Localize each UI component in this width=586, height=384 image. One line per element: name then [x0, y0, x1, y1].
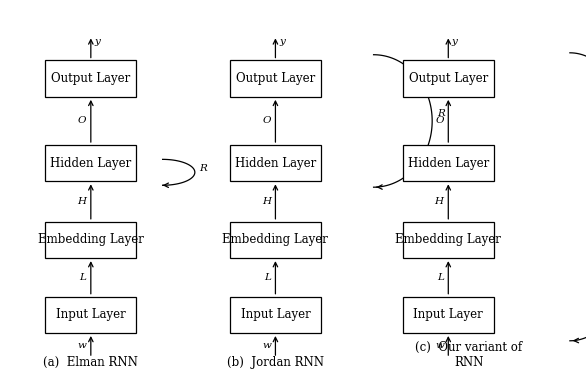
Text: O: O	[77, 116, 86, 126]
Text: L: L	[437, 273, 444, 282]
Text: Hidden Layer: Hidden Layer	[235, 157, 316, 170]
Bar	[230, 61, 321, 97]
Text: O: O	[262, 116, 271, 126]
Text: w: w	[78, 341, 87, 350]
Text: L: L	[264, 273, 271, 282]
Bar	[46, 145, 136, 182]
Text: O: O	[435, 116, 444, 126]
Bar	[403, 296, 493, 333]
Text: H: H	[262, 197, 271, 206]
Text: w: w	[263, 341, 271, 350]
Text: Output Layer: Output Layer	[236, 72, 315, 85]
Text: Input Layer: Input Layer	[56, 308, 126, 321]
Text: Input Layer: Input Layer	[240, 308, 311, 321]
Text: y: y	[279, 37, 285, 46]
Bar	[46, 222, 136, 258]
Text: R: R	[437, 109, 445, 118]
Bar	[230, 222, 321, 258]
Text: w: w	[435, 341, 444, 350]
Bar	[46, 61, 136, 97]
Text: Input Layer: Input Layer	[413, 308, 483, 321]
Text: Output Layer: Output Layer	[51, 72, 131, 85]
Text: Embedding Layer: Embedding Layer	[396, 233, 501, 247]
Text: y: y	[452, 37, 458, 46]
Text: H: H	[435, 197, 444, 206]
Text: Embedding Layer: Embedding Layer	[38, 233, 144, 247]
Bar	[403, 61, 493, 97]
Text: Output Layer: Output Layer	[408, 72, 488, 85]
Bar	[403, 145, 493, 182]
Text: R: R	[199, 164, 207, 173]
Bar	[46, 296, 136, 333]
Text: (c)  Our variant of
RNN: (c) Our variant of RNN	[415, 341, 522, 369]
Text: (b)  Jordan RNN: (b) Jordan RNN	[227, 356, 324, 369]
Bar	[230, 145, 321, 182]
Text: Embedding Layer: Embedding Layer	[223, 233, 328, 247]
Text: H: H	[77, 197, 86, 206]
Text: Hidden Layer: Hidden Layer	[50, 157, 131, 170]
Text: Hidden Layer: Hidden Layer	[408, 157, 489, 170]
Text: L: L	[79, 273, 86, 282]
Text: y: y	[94, 37, 100, 46]
Bar	[403, 222, 493, 258]
Text: (a)  Elman RNN: (a) Elman RNN	[43, 356, 138, 369]
Bar	[230, 296, 321, 333]
